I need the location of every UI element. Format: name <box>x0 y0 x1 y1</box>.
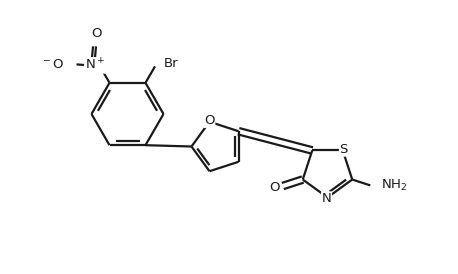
Text: $^-$O: $^-$O <box>41 58 65 71</box>
Text: O: O <box>269 181 279 194</box>
Text: N$^+$: N$^+$ <box>85 58 105 73</box>
Text: O: O <box>204 114 215 127</box>
Text: O: O <box>91 27 101 40</box>
Text: N: N <box>322 192 332 205</box>
Text: S: S <box>339 143 348 156</box>
Text: NH$_2$: NH$_2$ <box>382 178 408 193</box>
Text: Br: Br <box>164 57 179 70</box>
